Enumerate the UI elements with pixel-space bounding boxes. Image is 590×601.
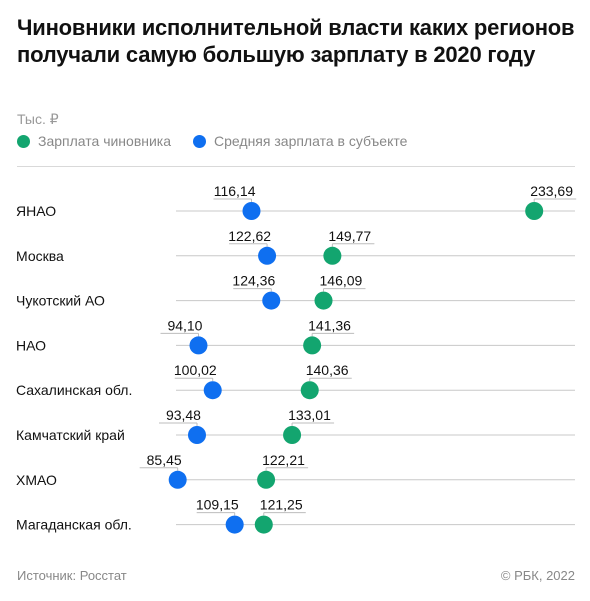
row-4-official-value: 141,36 (308, 317, 351, 333)
row-4-region-label: НАО (16, 337, 46, 353)
row-1-region-label: ЯНАО (16, 203, 56, 219)
row-5-region-label: Сахалинская обл. (16, 382, 132, 398)
legend-item-official: Зарплата чиновника (17, 133, 171, 149)
row-8-average-marker (225, 515, 244, 534)
row-6-average-marker (187, 426, 206, 444)
copyright-note: © РБК, 2022 (500, 568, 575, 583)
row-6-official-value: 133,01 (288, 407, 331, 423)
row-6-official-marker (283, 426, 302, 444)
row-7-official-value: 122,21 (262, 452, 305, 468)
legend-average-label: Средняя зарплата в субъекте (214, 133, 408, 149)
row-7-average-value: 85,45 (147, 452, 182, 468)
row-2-region-label: Москва (16, 248, 64, 264)
row-5-official-marker (300, 381, 319, 400)
row-3-region-label: Чукотский АО (16, 293, 105, 309)
row-2-average-marker (258, 246, 277, 265)
row-8-official-marker (254, 515, 273, 534)
row-2-official-marker (323, 246, 342, 265)
row-2-average-value: 122,62 (228, 228, 271, 244)
row-1-official-marker (525, 202, 544, 220)
row-3-official-value: 146,09 (320, 273, 363, 289)
row-3-average-marker (262, 291, 281, 310)
legend-average-marker (193, 134, 207, 148)
chart-title: Чиновники исполнительной власти каких ре… (17, 15, 575, 67)
legend-item-average: Средняя зарплата в субъекте (193, 133, 407, 149)
row-6-region-label: Камчатский край (16, 427, 125, 443)
row-8-average-value: 109,15 (196, 497, 239, 513)
row-7-region-label: ХМАО (16, 472, 57, 488)
row-5-official-value: 140,36 (306, 362, 349, 378)
legend-official-label: Зарплата чиновника (38, 133, 172, 149)
row-1-average-marker (242, 202, 261, 220)
unit-label: Тыс. ₽ (17, 111, 59, 127)
row-5-average-value: 100,02 (174, 362, 217, 378)
row-5-average-marker (203, 381, 222, 400)
row-6-average-value: 93,48 (166, 407, 201, 423)
row-3-official-marker (314, 291, 333, 310)
row-4-official-marker (303, 336, 322, 355)
row-2-official-value: 149,77 (328, 228, 371, 244)
row-1-average-value: 116,14 (214, 183, 256, 199)
row-7-official-marker (257, 470, 276, 489)
row-8-region-label: Магаданская обл. (16, 517, 132, 533)
row-3-average-value: 124,36 (232, 273, 275, 289)
legend-official-marker (17, 134, 30, 148)
row-7-average-marker (168, 470, 187, 489)
row-4-average-value: 94,10 (167, 317, 202, 333)
row-1-official-value: 233,69 (530, 183, 573, 199)
header-divider (17, 166, 575, 167)
source-note: Источник: Росстат (17, 568, 127, 583)
row-8-official-value: 121,25 (260, 497, 303, 513)
legend: Зарплата чиновника Средняя зарплата в су… (17, 133, 429, 149)
row-4-average-marker (189, 336, 208, 355)
